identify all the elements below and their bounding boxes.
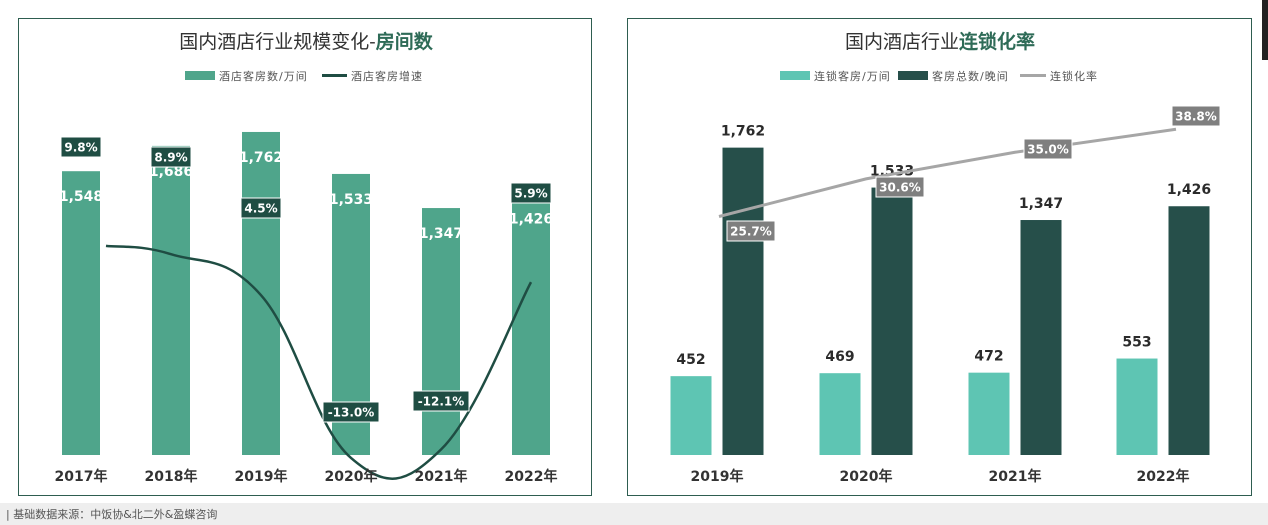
right-category-1: 2020年 bbox=[840, 468, 893, 485]
room-bar-label-3: 1,533 bbox=[329, 192, 373, 208]
right-chart-title: 国内酒店行业连锁化率 bbox=[845, 30, 1035, 53]
chain-bar-label-2: 472 bbox=[974, 349, 1003, 365]
chain-rate-line bbox=[718, 127, 1177, 218]
chain-bar-2 bbox=[968, 372, 1010, 455]
left-chart-title: 国内酒店行业规模变化-房间数 bbox=[179, 30, 433, 53]
growth-label-1: 8.9% bbox=[150, 146, 192, 168]
growth-label-0: 9.8% bbox=[60, 136, 102, 158]
growth-label-4: -12.1% bbox=[412, 390, 470, 412]
legend-label-chain: 连锁客房/万间 bbox=[814, 69, 891, 83]
left-chart-panel: 国内酒店行业规模变化-房间数 酒店客房数/万间 酒店客房增速 1,548 1,68… bbox=[18, 18, 592, 496]
chain-bar-label-0: 452 bbox=[676, 352, 705, 368]
total-bar-2 bbox=[1020, 220, 1062, 455]
growth-label-5-box bbox=[510, 182, 552, 204]
chain-rate-label-0-box bbox=[726, 220, 776, 242]
growth-label-0-box bbox=[60, 136, 102, 158]
chain-bar-label-3: 553 bbox=[1122, 335, 1151, 351]
right-category-2: 2021年 bbox=[989, 468, 1042, 485]
room-bar-4 bbox=[422, 208, 460, 455]
total-bar-1 bbox=[871, 187, 913, 455]
growth-label-5: 5.9% bbox=[510, 182, 552, 204]
chain-rate-label-2: 35.0% bbox=[1023, 138, 1073, 160]
room-bar-label-0: 1,548 bbox=[59, 189, 103, 205]
left-title-main: 国内酒店行业规模变化- bbox=[179, 31, 375, 53]
growth-line bbox=[105, 244, 533, 480]
room-bar-5 bbox=[512, 193, 550, 456]
chain-rate-chart: 国内酒店行业连锁化率 连锁客房/万间 客房总数/晚间 连锁化率 4521,762… bbox=[670, 30, 1221, 485]
chain-rate-label-0: 25.7% bbox=[726, 220, 776, 242]
footer-bar bbox=[0, 503, 1268, 525]
right-legend: 连锁客房/万间 客房总数/晚间 连锁化率 bbox=[780, 69, 1098, 83]
left-category-0: 2017年 bbox=[55, 468, 108, 485]
chain-rate-label-2-box bbox=[1023, 138, 1073, 160]
right-category-3: 2022年 bbox=[1137, 468, 1190, 485]
chain-rate-label-3-box bbox=[1171, 105, 1221, 127]
left-legend: 酒店客房数/万间 酒店客房增速 bbox=[185, 69, 423, 83]
chain-rate-label-2-text: 35.0% bbox=[1027, 143, 1069, 157]
room-bar-label-5: 1,426 bbox=[509, 212, 553, 228]
growth-label-3-box bbox=[322, 401, 380, 423]
room-bar-label-4: 1,347 bbox=[419, 226, 463, 242]
left-category-1: 2018年 bbox=[145, 468, 198, 485]
left-title-emphasis: 房间数 bbox=[376, 30, 434, 53]
total-bar-label-3: 1,426 bbox=[1167, 182, 1211, 198]
right-chart-panel: 国内酒店行业连锁化率 连锁客房/万间 客房总数/晚间 连锁化率 452 1,762… bbox=[627, 18, 1252, 496]
growth-label-3: -13.0% bbox=[322, 401, 380, 423]
room-bar-1 bbox=[152, 145, 190, 455]
growth-label-2: 4.5% bbox=[240, 197, 282, 219]
chain-rate-label-1-box bbox=[875, 176, 925, 198]
legend-swatch-total bbox=[898, 71, 928, 80]
total-bar-3 bbox=[1168, 206, 1210, 455]
total-bar-label-2: 1,347 bbox=[1019, 196, 1063, 212]
chain-rate-label-1: 30.6% bbox=[875, 176, 925, 198]
growth-label-3-text: -13.0% bbox=[328, 406, 375, 420]
legend-label-growth: 酒店客房增速 bbox=[351, 69, 423, 83]
chain-bar-0 bbox=[670, 376, 712, 455]
edge-strip bbox=[1262, 0, 1268, 60]
growth-label-0-text: 9.8% bbox=[64, 141, 97, 155]
growth-label-4-text: -12.1% bbox=[418, 395, 465, 409]
left-category-3: 2020年 bbox=[325, 468, 378, 485]
legend-swatch-rooms bbox=[185, 71, 215, 80]
growth-label-2-text: 4.5% bbox=[244, 202, 277, 216]
chain-rate-label-1-text: 30.6% bbox=[879, 181, 921, 195]
right-title-emphasis: 连锁化率 bbox=[959, 30, 1035, 53]
room-bar-label-2: 1,762 bbox=[239, 150, 283, 166]
right-title-main: 国内酒店行业 bbox=[845, 31, 959, 53]
left-category-2: 2019年 bbox=[235, 468, 288, 485]
growth-label-2-box bbox=[240, 197, 282, 219]
left-category-4: 2021年 bbox=[415, 468, 468, 485]
legend-label-total: 客房总数/晚间 bbox=[932, 69, 1009, 83]
room-bar-label-1: 1,686 bbox=[149, 164, 193, 180]
chain-bar-label-1: 469 bbox=[825, 349, 854, 365]
chain-bar-3 bbox=[1116, 358, 1158, 455]
growth-label-5-text: 5.9% bbox=[514, 187, 547, 201]
total-bar-0 bbox=[722, 147, 764, 455]
legend-swatch-chain bbox=[780, 71, 810, 80]
growth-label-1-box bbox=[150, 146, 192, 168]
growth-label-1-text: 8.9% bbox=[154, 151, 187, 165]
right-category-0: 2019年 bbox=[691, 468, 744, 485]
legend-label-rate: 连锁化率 bbox=[1050, 69, 1098, 83]
chain-rate-label-3-text: 38.8% bbox=[1175, 110, 1217, 124]
chain-bar-1 bbox=[819, 373, 861, 455]
room-count-chart: 国内酒店行业规模变化-房间数 酒店客房数/万间 酒店客房增速 1,548 1,68… bbox=[55, 30, 558, 485]
source-note: | 基础数据来源：中饭协&北二外&盈蝶咨询 bbox=[6, 508, 218, 521]
room-bar-0 bbox=[62, 171, 100, 455]
left-category-5: 2022年 bbox=[505, 468, 558, 485]
growth-label-4-box bbox=[412, 390, 470, 412]
total-bar-label-0: 1,762 bbox=[721, 124, 765, 140]
chain-rate-label-0-text: 25.7% bbox=[730, 225, 772, 239]
chain-rate-label-3: 38.8% bbox=[1171, 105, 1221, 127]
legend-label-rooms: 酒店客房数/万间 bbox=[219, 69, 308, 83]
